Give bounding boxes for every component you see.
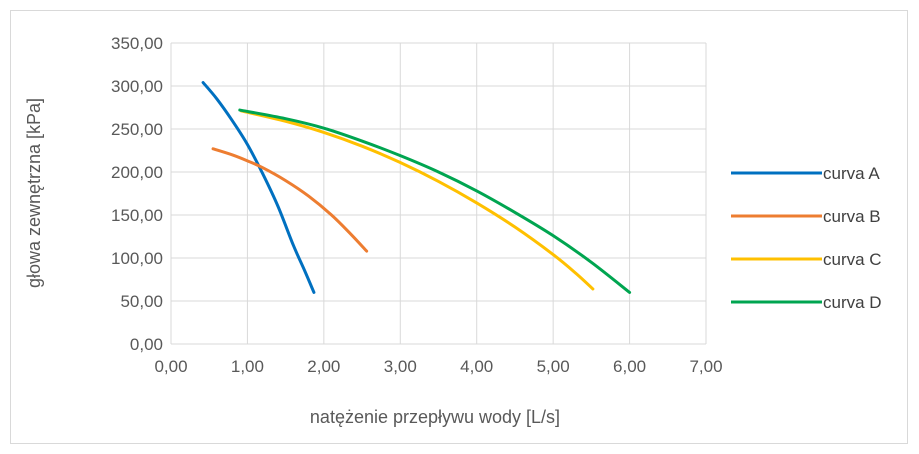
- series-line-curva-a: [201, 81, 316, 294]
- legend-label-curva-c: curva C: [823, 250, 882, 269]
- x-tick-label: 4,00: [460, 357, 493, 376]
- gridlines: [170, 42, 707, 345]
- x-tick-label: 0,00: [154, 357, 187, 376]
- y-tick-label: 300,00: [111, 77, 163, 96]
- x-tick-label: 3,00: [384, 357, 417, 376]
- legend-label-curva-b: curva B: [823, 207, 881, 226]
- x-tick-label: 7,00: [689, 357, 722, 376]
- legend-label-curva-a: curva A: [823, 164, 880, 183]
- series-line-curva-c: [239, 109, 595, 291]
- y-tick-label: 350,00: [111, 34, 163, 53]
- series-line-curva-d: [238, 108, 632, 294]
- y-tick-label: 50,00: [120, 292, 163, 311]
- y-tick-label: 250,00: [111, 120, 163, 139]
- x-tick-labels: 0,00 1,00 2,00 3,00 4,00 5,00 6,00 7,00: [154, 357, 722, 376]
- x-tick-label: 5,00: [537, 357, 570, 376]
- legend-label-curva-d: curva D: [823, 293, 882, 312]
- y-tick-label: 200,00: [111, 163, 163, 182]
- x-tick-label: 6,00: [613, 357, 646, 376]
- y-tick-label: 100,00: [111, 249, 163, 268]
- x-tick-label: 2,00: [307, 357, 340, 376]
- y-tick-labels: 0,00 50,00 100,00 150,00 200,00 250,00 300,00 3…: [111, 34, 163, 354]
- y-tick-label: 150,00: [111, 206, 163, 225]
- x-axis-title: natężenie przepływu wody [L/s]: [310, 407, 560, 427]
- legend: curva A curva B curva C curva D: [731, 164, 882, 312]
- x-tick-label: 1,00: [231, 357, 264, 376]
- series-lines: [201, 81, 632, 294]
- series-line-curva-b: [211, 147, 369, 253]
- chart-frame: [10, 10, 908, 444]
- y-tick-label: 0,00: [130, 335, 163, 354]
- y-axis-title: głowa zewnętrzna [kPa]: [24, 98, 44, 288]
